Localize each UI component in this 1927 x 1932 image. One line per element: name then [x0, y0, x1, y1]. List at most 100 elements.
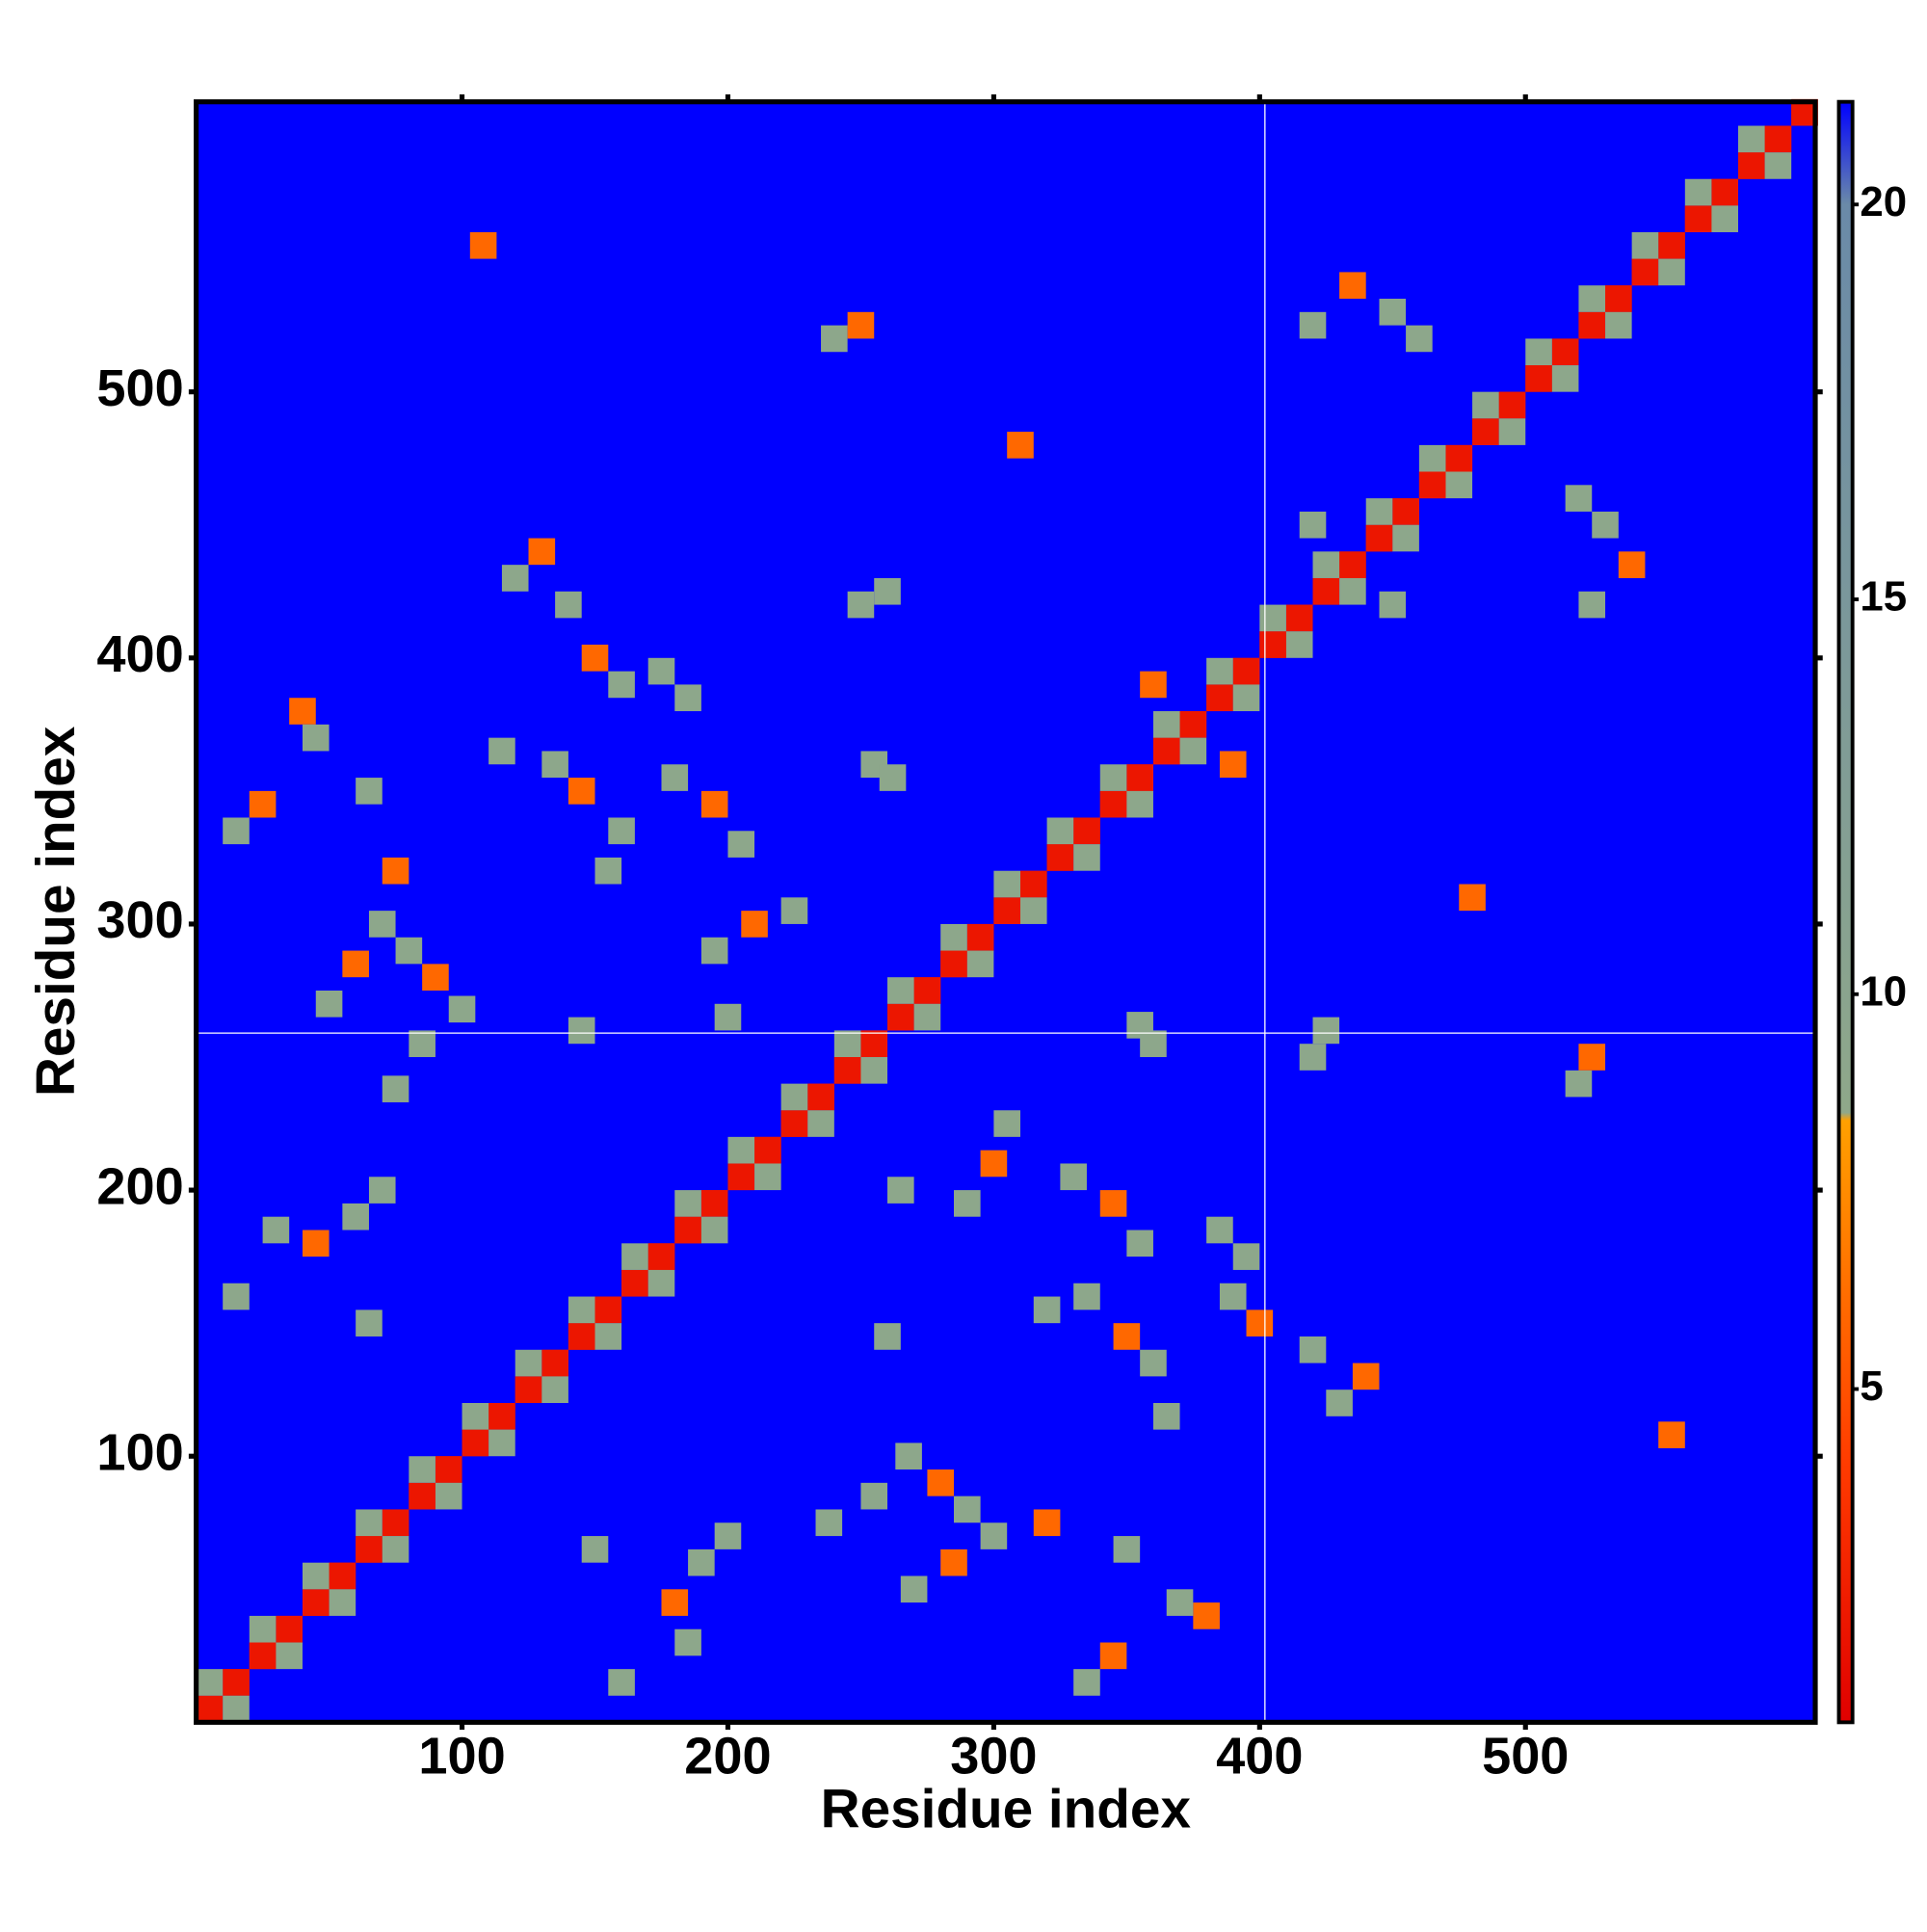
cell: [674, 684, 701, 712]
cell: [1365, 524, 1393, 552]
cell: [515, 1349, 542, 1377]
cell: [993, 1110, 1020, 1137]
cell: [1232, 657, 1260, 685]
cell: [821, 325, 848, 353]
cell: [541, 1376, 568, 1404]
cell: [1392, 498, 1419, 525]
cell: [435, 1482, 462, 1510]
cell: [1551, 338, 1579, 366]
x-tick-label: 200: [684, 1727, 771, 1785]
cell: [1418, 444, 1446, 472]
cell: [1019, 897, 1047, 924]
colorbar-tick-label: 10: [1860, 967, 1907, 1015]
cell: [966, 950, 994, 978]
cell: [568, 1296, 595, 1324]
cell: [674, 1190, 701, 1217]
cell: [1113, 1536, 1141, 1563]
cell: [356, 1536, 383, 1563]
cell: [1684, 205, 1712, 232]
cell: [700, 1216, 728, 1244]
cell: [249, 1615, 277, 1643]
cell: [1578, 1044, 1606, 1071]
cell: [1073, 817, 1100, 845]
cell: [847, 591, 875, 619]
cell: [382, 1075, 409, 1102]
cell: [1299, 511, 1327, 539]
cell: [1099, 1190, 1127, 1217]
cell: [1152, 737, 1180, 765]
cell: [568, 1323, 595, 1350]
cell: [528, 538, 556, 566]
cell: [1312, 1017, 1340, 1045]
cell: [714, 1522, 742, 1549]
cell: [568, 778, 595, 805]
cell: [302, 1230, 330, 1257]
cell: [1525, 365, 1552, 392]
cell: [1193, 1602, 1220, 1629]
cell: [1565, 1070, 1593, 1098]
cell: [342, 1203, 369, 1231]
cell: [621, 1269, 648, 1297]
cell: [262, 1216, 290, 1244]
cell: [661, 1589, 689, 1616]
cell: [1578, 311, 1606, 339]
cell: [1046, 817, 1074, 845]
cell: [1631, 258, 1659, 286]
cell: [1658, 258, 1685, 286]
cell: [608, 1669, 635, 1696]
cell: [927, 1469, 955, 1496]
cell: [329, 1589, 356, 1616]
cell: [1246, 1310, 1274, 1337]
cell: [1152, 711, 1180, 738]
y-tick-label: 200: [96, 1157, 183, 1215]
cell: [1073, 1283, 1100, 1310]
cell: [594, 857, 622, 885]
cell: [674, 1628, 701, 1656]
cell: [1551, 365, 1579, 392]
cell: [980, 1522, 1008, 1549]
cell: [568, 1017, 595, 1045]
cell: [874, 577, 901, 605]
y-axis-label: Residue index: [26, 726, 87, 1097]
colorbar-tick-label: 20: [1860, 178, 1907, 225]
cell: [356, 1509, 383, 1537]
cell: [661, 764, 689, 791]
cell: [1152, 1403, 1180, 1430]
cell: [1099, 1642, 1127, 1670]
cell: [1459, 884, 1486, 912]
cell: [1073, 844, 1100, 871]
cell: [1126, 790, 1153, 818]
cell: [1738, 125, 1765, 153]
cell: [780, 897, 808, 924]
x-tick-label: 300: [950, 1727, 1037, 1785]
cell: [1525, 338, 1552, 366]
cell: [1312, 577, 1340, 605]
cell: [462, 1403, 489, 1430]
cell: [608, 817, 635, 845]
colorbar: [1836, 99, 1855, 1725]
x-tick-label: 500: [1482, 1727, 1569, 1785]
cell: [621, 1243, 648, 1270]
cell: [1099, 764, 1127, 791]
cell: [581, 1536, 609, 1563]
cell: [887, 977, 914, 1004]
cell: [435, 1456, 462, 1483]
cell: [1379, 299, 1407, 326]
cell: [860, 1030, 888, 1058]
cell: [356, 1310, 383, 1337]
cell: [1206, 657, 1233, 685]
colorbar-tick-label: 15: [1860, 573, 1907, 621]
cell: [608, 671, 635, 699]
cell: [1033, 1509, 1061, 1537]
cell: [700, 1190, 728, 1217]
cell: [833, 1057, 861, 1084]
cell: [501, 565, 529, 592]
cell: [1565, 485, 1593, 512]
cell: [541, 751, 568, 779]
cell: [860, 1482, 888, 1510]
x-tick-label: 400: [1216, 1727, 1303, 1785]
cell: [1299, 1336, 1327, 1363]
cell: [395, 937, 423, 965]
cell: [940, 950, 967, 978]
cell: [382, 1509, 409, 1537]
